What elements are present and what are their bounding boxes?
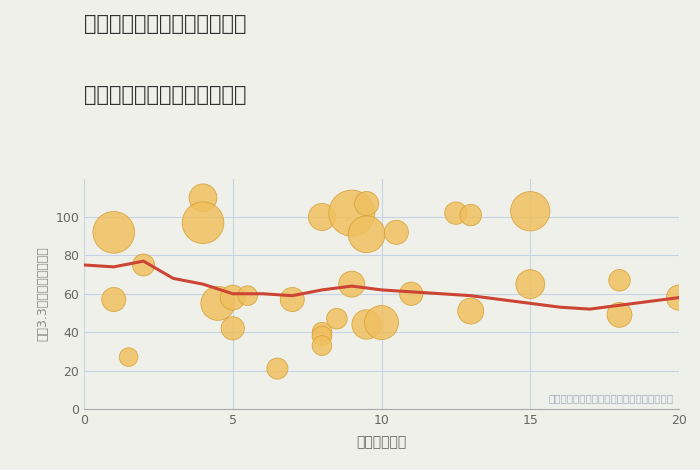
- Point: [287, 296, 298, 303]
- Point: [316, 329, 328, 336]
- Text: 駅距離別中古マンション価格: 駅距離別中古マンション価格: [84, 85, 246, 105]
- Point: [614, 311, 625, 319]
- Text: 三重県多気郡大台町弥起井の: 三重県多気郡大台町弥起井の: [84, 14, 246, 34]
- Text: 円の大きさは、取引のあった物件面積を示す: 円の大きさは、取引のあった物件面積を示す: [548, 393, 673, 403]
- Point: [242, 292, 253, 299]
- X-axis label: 駅距離（分）: 駅距離（分）: [356, 435, 407, 449]
- Point: [361, 230, 372, 238]
- Point: [406, 290, 417, 298]
- Point: [465, 307, 476, 315]
- Point: [525, 281, 536, 288]
- Point: [227, 324, 238, 332]
- Point: [272, 365, 283, 372]
- Point: [316, 213, 328, 221]
- Point: [673, 294, 685, 301]
- Point: [108, 228, 119, 236]
- Point: [361, 321, 372, 328]
- Point: [108, 296, 119, 303]
- Point: [465, 212, 476, 219]
- Point: [525, 207, 536, 215]
- Point: [227, 294, 238, 301]
- Point: [212, 299, 223, 307]
- Y-axis label: 坪（3.3㎡）単価（万円）: 坪（3.3㎡）単価（万円）: [36, 246, 50, 341]
- Point: [316, 332, 328, 340]
- Point: [316, 342, 328, 349]
- Point: [361, 200, 372, 207]
- Point: [346, 210, 357, 217]
- Point: [450, 210, 461, 217]
- Point: [138, 261, 149, 269]
- Point: [197, 194, 209, 202]
- Point: [123, 353, 134, 361]
- Point: [376, 319, 387, 326]
- Point: [346, 281, 357, 288]
- Point: [391, 228, 402, 236]
- Point: [614, 276, 625, 284]
- Point: [331, 315, 342, 322]
- Point: [197, 219, 209, 227]
